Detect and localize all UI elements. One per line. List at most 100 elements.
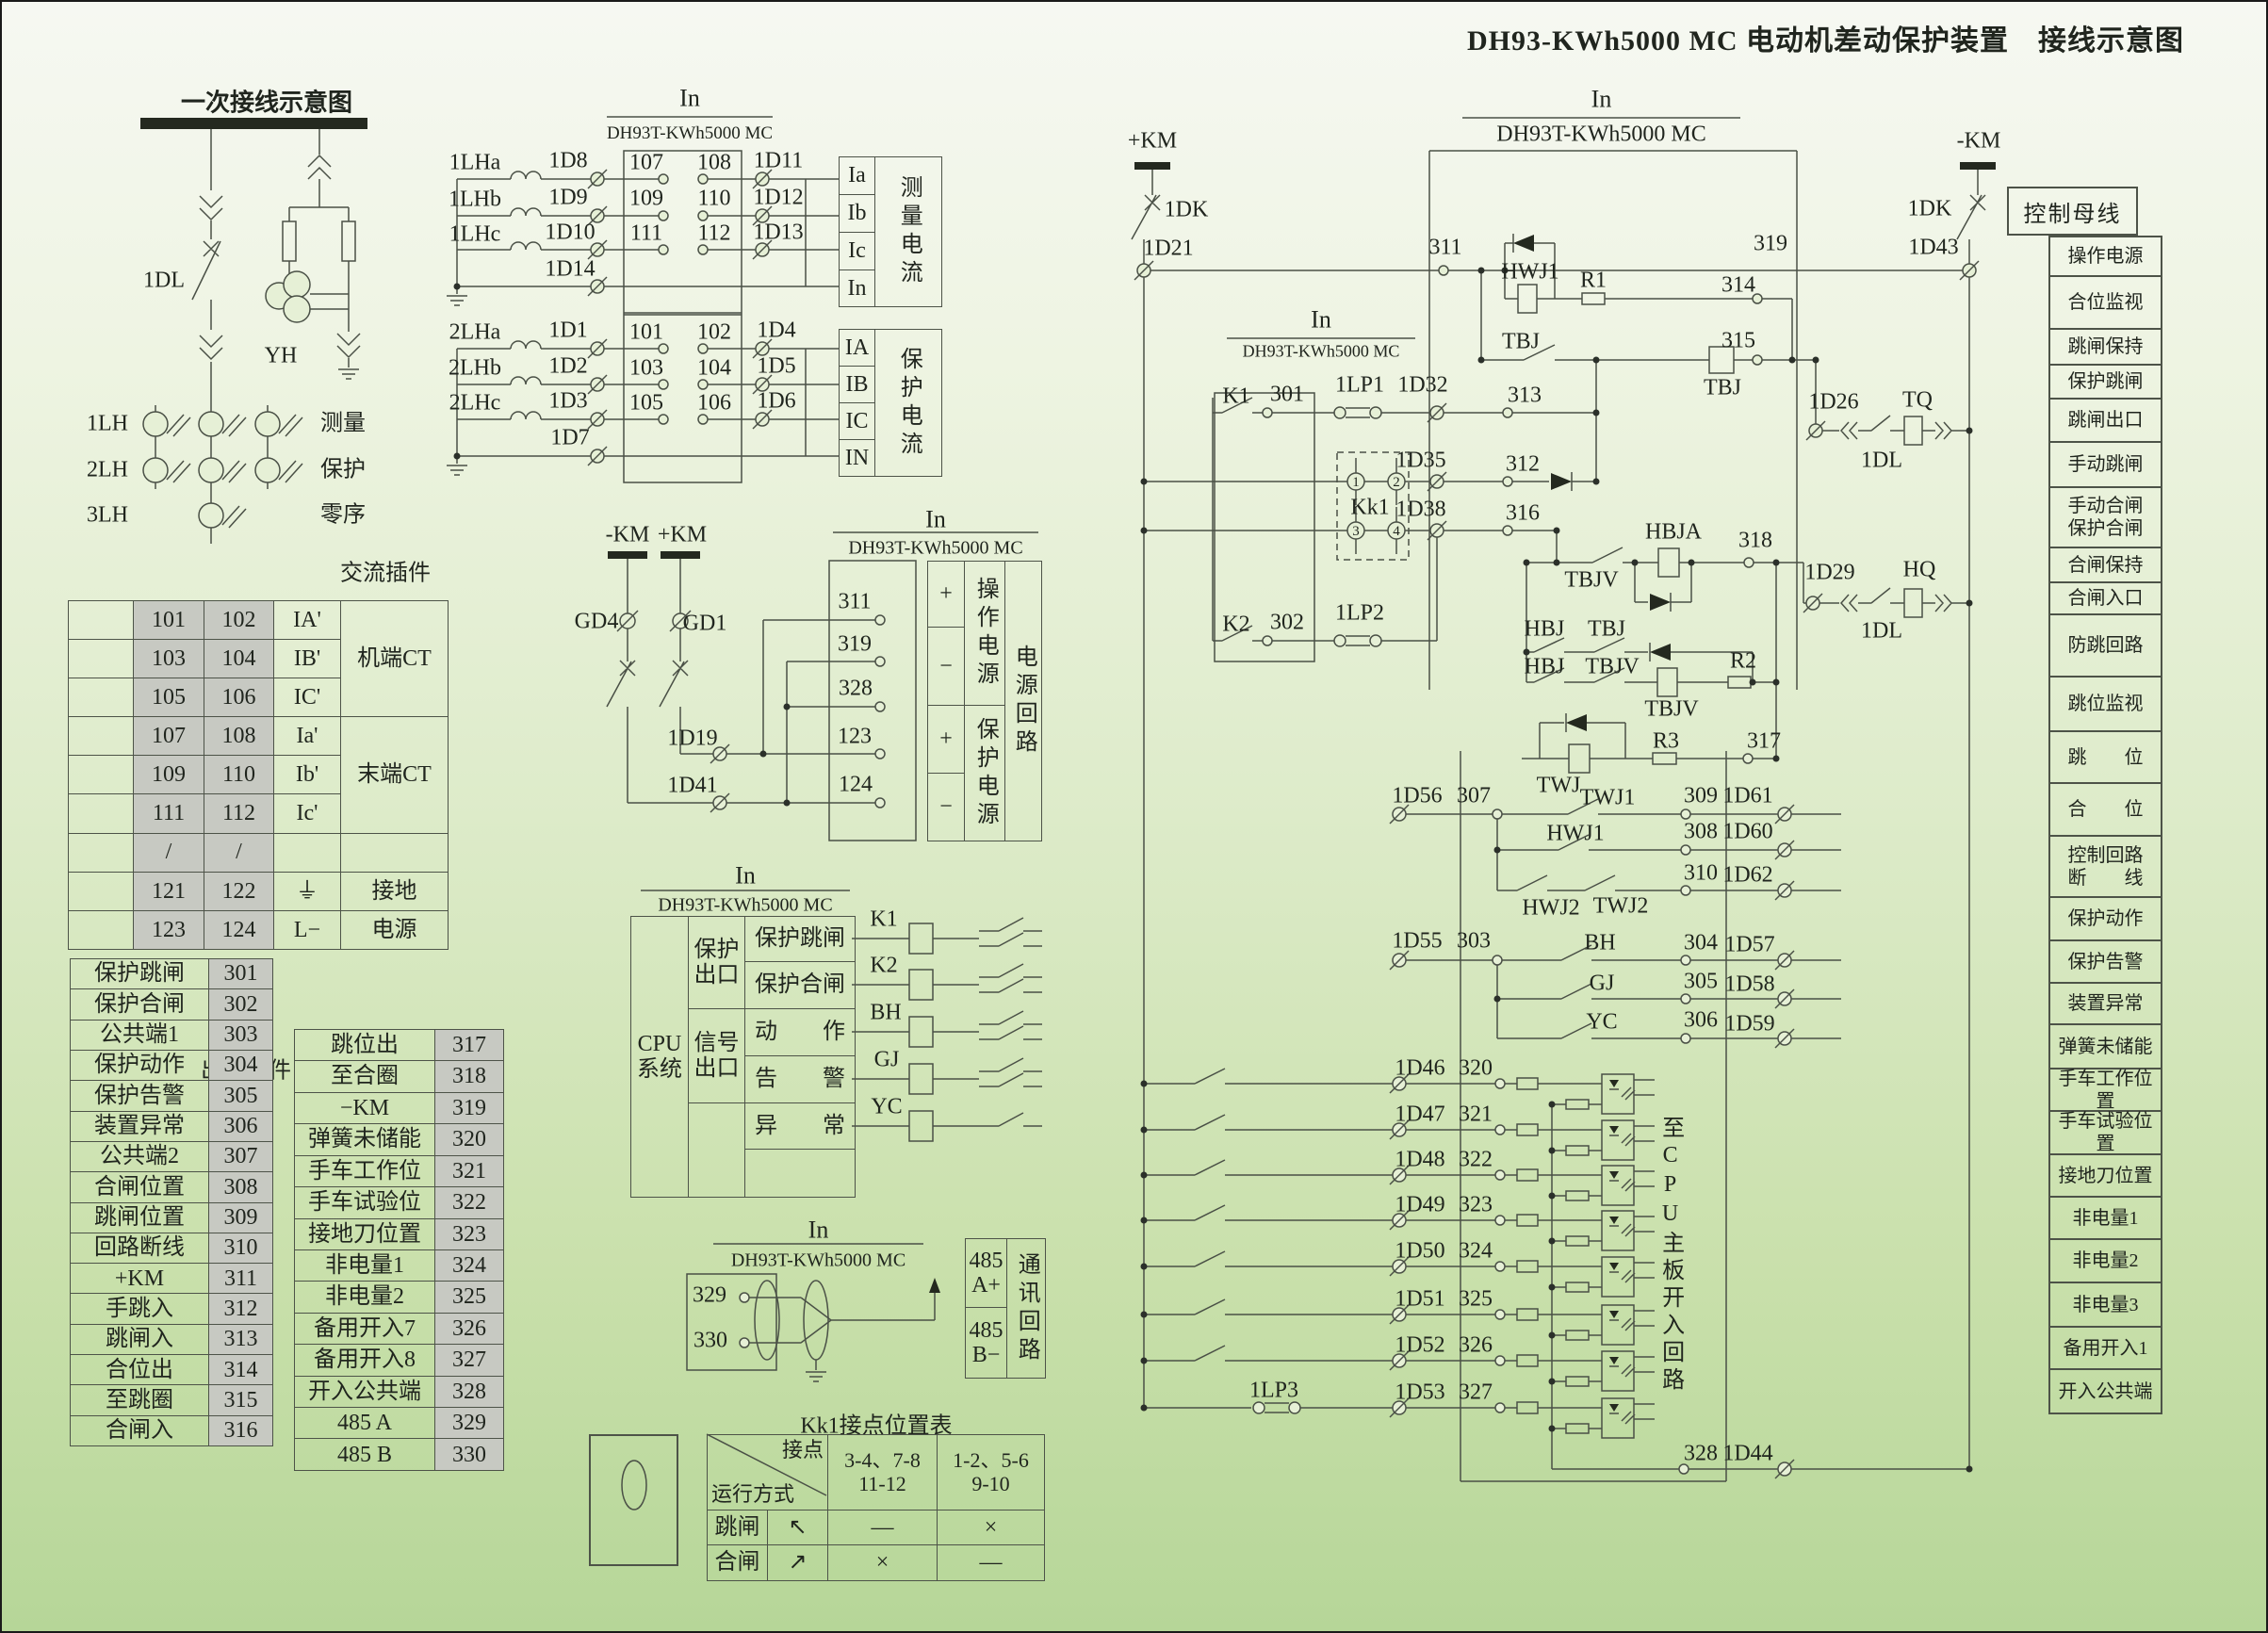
out-terminal-cell: 319 bbox=[434, 1091, 504, 1125]
lbl-r-321: 321 bbox=[1459, 1102, 1493, 1127]
terminal-circles bbox=[142, 173, 1763, 1475]
lbl-108: 108 bbox=[697, 150, 731, 175]
lbl-105: 105 bbox=[629, 390, 663, 416]
sidebar-item-15: 保护动作 bbox=[2048, 896, 2162, 941]
ac-group-cell bbox=[340, 832, 449, 873]
out-label-cell: +KM bbox=[70, 1263, 209, 1295]
lbl-gj-coil: GJ bbox=[873, 1047, 900, 1072]
lbl-110: 110 bbox=[697, 186, 731, 211]
lbl-r-1d29: 1D29 bbox=[1804, 560, 1855, 585]
ac-plug-title: 交流插件 bbox=[340, 561, 431, 586]
lbl-r-313: 313 bbox=[1508, 383, 1542, 408]
ac-blank-cell bbox=[68, 599, 134, 641]
device-header-in-5: In bbox=[1311, 305, 1331, 334]
cpu-row-label: 保护合闸 bbox=[744, 961, 856, 1009]
rs485-a-cell: 485 A+ bbox=[965, 1238, 1007, 1308]
cpu-row-label: 异 常 bbox=[744, 1102, 856, 1150]
ac-blank-cell bbox=[68, 639, 134, 679]
ac-blank-cell bbox=[68, 909, 134, 950]
sidebar-item-24: 非电量3 bbox=[2048, 1282, 2162, 1328]
lbl-1d2: 1D2 bbox=[548, 353, 588, 379]
device-header-model-4: DH93T-KWh5000 MC bbox=[1496, 122, 1706, 147]
lbl-r-309: 309 bbox=[1684, 783, 1718, 808]
device-header-model-0: DH93T-KWh5000 MC bbox=[606, 123, 774, 144]
ac-terminal-cell: / bbox=[204, 832, 274, 873]
lbl-r-326: 326 bbox=[1459, 1332, 1493, 1358]
lbl-gd1: GD1 bbox=[682, 611, 727, 636]
ac-signal-cell: ⏚ bbox=[273, 871, 341, 911]
lbl-t328: 328 bbox=[839, 676, 873, 701]
lbl-r-1d61: 1D61 bbox=[1722, 783, 1773, 808]
lbl-r-1d55: 1D55 bbox=[1392, 928, 1443, 954]
lbl-t124: 124 bbox=[839, 772, 873, 797]
ac-signal-cell: Ib' bbox=[273, 755, 341, 795]
ac-terminal-cell: 111 bbox=[133, 793, 204, 834]
ac-signal-cell: L− bbox=[273, 909, 341, 950]
out-label-cell: 公共端1 bbox=[70, 1019, 209, 1051]
lbl-r-304: 304 bbox=[1684, 930, 1718, 955]
phase-cell: IA bbox=[839, 329, 875, 367]
ac-blank-cell bbox=[68, 793, 134, 834]
kk1-contact-number: 4 bbox=[1393, 524, 1400, 539]
lbl-1d13: 1D13 bbox=[753, 220, 804, 245]
ac-terminal-cell: 107 bbox=[133, 716, 204, 757]
lbl-use-celiang: 测量 bbox=[320, 411, 366, 436]
out-label-cell: 跳位出 bbox=[294, 1028, 435, 1062]
out-label-cell: 485 A bbox=[294, 1407, 435, 1440]
out-label-cell: −KM bbox=[294, 1091, 435, 1125]
cpu-block-table: CPU 系统 保护 出口 保护跳闸 保护合闸 信号 出口 动 作 告 警 异 常 bbox=[630, 916, 856, 1198]
lbl-r-twj: TWJ bbox=[1536, 773, 1581, 798]
lbl-k1-coil: K1 bbox=[870, 906, 898, 932]
out-terminal-cell: 310 bbox=[208, 1232, 273, 1265]
phase-cell: In bbox=[839, 269, 875, 307]
cable-shield-ellipse bbox=[754, 1280, 780, 1361]
phase-cell: IN bbox=[839, 439, 875, 477]
cpu-row-label: 动 作 bbox=[744, 1008, 856, 1056]
sidebar-item-11: 跳位监视 bbox=[2048, 676, 2162, 732]
out-terminal-cell: 304 bbox=[208, 1049, 273, 1082]
plus-cell: + bbox=[927, 561, 965, 628]
device-header-model-2: DH93T-KWh5000 MC bbox=[658, 894, 833, 916]
ac-terminal-cell: 110 bbox=[204, 755, 274, 795]
lbl-r-317: 317 bbox=[1747, 728, 1781, 754]
sidebar-item-25: 备用开入1 bbox=[2048, 1326, 2162, 1370]
lbl-1d4: 1D4 bbox=[757, 318, 796, 343]
lbl-112: 112 bbox=[697, 220, 731, 246]
ac-plug-table: 101 102 IA' 机端CT 103 104 IB' 105 106 IC' 107 108 Ia'… bbox=[68, 599, 449, 950]
ac-signal-cell: IA' bbox=[273, 599, 341, 641]
out-terminal-cell: 302 bbox=[208, 988, 273, 1021]
prot-power-label: 保护电源 bbox=[964, 705, 1005, 841]
comm-loop-label: 通讯回路 bbox=[1006, 1238, 1046, 1379]
lbl-2lhc: 2LHc bbox=[449, 390, 501, 416]
out-label-cell: 保护动作 bbox=[70, 1049, 209, 1082]
lbl-2lhb: 2LHb bbox=[449, 355, 501, 381]
lbl-1d7: 1D7 bbox=[550, 425, 590, 450]
minus-cell: − bbox=[927, 773, 965, 841]
page-title: DH93-KWh5000 MC 电动机差动保护装置 接线示意图 bbox=[1467, 25, 2184, 57]
op-power-label: 操作电源 bbox=[964, 561, 1005, 706]
kk1-corner-bottom: 运行方式 bbox=[711, 1481, 795, 1506]
lbl-r-1d48: 1D48 bbox=[1395, 1147, 1445, 1172]
lbl-1d41: 1D41 bbox=[667, 773, 718, 798]
sidebar-item-6: 手动跳闸 bbox=[2048, 441, 2162, 488]
ac-terminal-cell: 112 bbox=[204, 793, 274, 834]
lbl-r-gjk: GJ bbox=[1589, 971, 1615, 996]
lbl-gd4: GD4 bbox=[574, 609, 619, 634]
ac-terminal-cell: 123 bbox=[133, 909, 204, 950]
kk1-corner-cell: 接点 运行方式 bbox=[707, 1433, 828, 1511]
kk1-corner-top: 接点 bbox=[781, 1438, 824, 1462]
lbl-r-319: 319 bbox=[1754, 231, 1787, 256]
out-label-cell: 开入公共端 bbox=[294, 1375, 435, 1409]
lbl-r-1d44: 1D44 bbox=[1722, 1441, 1773, 1466]
lbl-r-1d32: 1D32 bbox=[1397, 372, 1448, 398]
lbl-r-1lp3: 1LP3 bbox=[1248, 1378, 1299, 1403]
device-header-in-2: In bbox=[735, 861, 756, 890]
out-terminal-cell: 314 bbox=[208, 1354, 273, 1386]
out-terminal-cell: 318 bbox=[434, 1060, 504, 1093]
device-header-in-4: In bbox=[1591, 85, 1612, 113]
out-terminal-cell: 320 bbox=[434, 1123, 504, 1156]
kk1-cell: — bbox=[937, 1544, 1045, 1582]
lbl-1d19: 1D19 bbox=[667, 726, 718, 751]
lbl-r-314: 314 bbox=[1721, 272, 1755, 298]
